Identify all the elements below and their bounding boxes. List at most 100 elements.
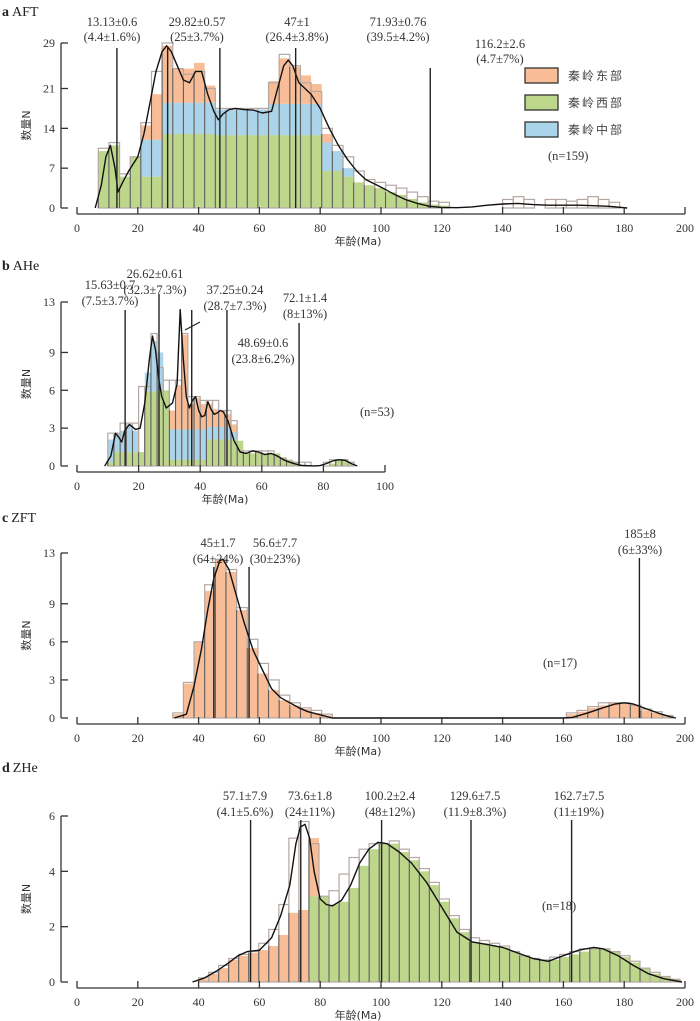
peak-fraction-label: (8±13%) <box>283 307 327 321</box>
bar-east <box>175 385 182 430</box>
histogram-bin-outline <box>544 198 557 209</box>
bar-east <box>289 705 301 718</box>
bar-east <box>651 712 663 718</box>
sample-count-label: (n=159) <box>548 149 588 163</box>
x-tick-label: 40 <box>193 731 205 745</box>
bar-east <box>300 709 312 718</box>
y-tick-label: 7 <box>49 161 55 175</box>
bar-central <box>169 429 176 460</box>
bar-central <box>268 103 280 136</box>
bar-west <box>236 135 248 208</box>
x-tick-label: 0 <box>74 221 80 235</box>
y-tick-label: 3 <box>49 421 55 435</box>
panel-name: AHe <box>13 259 39 274</box>
x-tick-label: 40 <box>194 479 206 493</box>
bar-west <box>224 439 231 466</box>
x-tick-label: 100 <box>372 995 390 1009</box>
bar-east <box>662 715 673 718</box>
bar-west <box>98 151 109 208</box>
bar-central <box>151 139 163 177</box>
bar-west <box>267 453 275 466</box>
bar-central <box>224 426 231 440</box>
bar-east <box>598 705 609 718</box>
bar-west <box>243 452 250 466</box>
bar-west <box>332 171 343 208</box>
bar-west <box>449 918 460 982</box>
bar-east <box>218 968 229 982</box>
y-axis-label: 数量N <box>20 369 33 399</box>
x-tick-label: 60 <box>253 995 265 1009</box>
x-tick-label: 180 <box>615 221 633 235</box>
bar-east <box>169 410 176 430</box>
x-tick-label: 0 <box>74 995 80 1009</box>
x-tick-label: 60 <box>256 479 268 493</box>
y-tick-label: 29 <box>43 36 55 50</box>
legend-swatch-east <box>524 67 559 84</box>
bar-east <box>218 411 225 427</box>
bar-east <box>311 712 322 718</box>
bar-west <box>379 843 390 982</box>
bar-west <box>255 452 262 466</box>
x-tick-label: 160 <box>554 731 572 745</box>
peak-fraction-label: (11.9±8.3%) <box>444 805 507 819</box>
bar-east <box>208 973 219 982</box>
x-tick-label: 20 <box>132 995 144 1009</box>
bar-central <box>150 341 158 392</box>
peak-age-label: 37.25±0.24 <box>207 283 265 297</box>
bar-central <box>212 426 219 440</box>
bar-east <box>279 58 290 104</box>
bar-west <box>280 457 287 466</box>
bar-west <box>261 453 268 466</box>
bar-west <box>429 885 440 982</box>
bar-west <box>559 957 570 982</box>
bar-west <box>499 947 510 982</box>
histogram-bin-outline <box>669 978 681 983</box>
bar-east <box>587 707 599 718</box>
bar-central <box>279 103 290 136</box>
bar-central <box>157 352 164 391</box>
bar-central <box>113 433 121 453</box>
y-tick-label: 9 <box>49 345 55 359</box>
histogram-bin-outline <box>576 198 589 209</box>
peak-age-label: 45±1.7 <box>201 536 236 550</box>
panel-letter: c <box>2 511 8 526</box>
bar-west <box>200 459 207 466</box>
x-tick-label: 60 <box>253 731 265 745</box>
x-tick-label: 20 <box>132 221 144 235</box>
bar-west <box>308 896 319 982</box>
bar-central <box>200 429 207 460</box>
kde-curve <box>174 558 677 719</box>
bar-east <box>206 404 213 427</box>
bar-east <box>212 409 219 427</box>
bar-west <box>335 459 342 466</box>
x-tick-label: 200 <box>676 731 694 745</box>
bar-west <box>132 452 139 466</box>
y-tick-label: 13 <box>43 295 55 309</box>
bar-east <box>566 714 578 718</box>
bar-west <box>509 951 520 982</box>
peak-leader-line <box>184 321 201 331</box>
bar-west <box>138 452 145 466</box>
bar-central <box>311 103 322 136</box>
x-tick-label: 160 <box>554 221 572 235</box>
bar-east <box>187 404 195 430</box>
bar-west <box>150 391 158 466</box>
x-tick-label: 120 <box>433 731 451 745</box>
bar-west <box>318 896 330 982</box>
x-tick-label: 40 <box>193 995 205 1009</box>
bar-west <box>529 958 540 982</box>
bar-west <box>329 463 336 466</box>
bar-west <box>479 943 490 982</box>
bar-west <box>349 887 360 982</box>
peak-age-label: 116.2±2.6 <box>475 37 525 51</box>
x-tick-label: 40 <box>193 221 205 235</box>
peak-fraction-label: (23.8±6.2%) <box>231 352 294 366</box>
peak-age-label: 162.7±7.5 <box>554 789 605 803</box>
panel-title: d ZHe <box>2 761 38 776</box>
bar-west <box>419 871 430 982</box>
peak-fraction-label: (25±3.7%) <box>170 30 224 44</box>
x-axis-label: 年龄(Ma) <box>335 1008 382 1021</box>
peak-age-label: 57.1±7.9 <box>223 789 267 803</box>
y-axis-label: 数量N <box>20 620 33 650</box>
